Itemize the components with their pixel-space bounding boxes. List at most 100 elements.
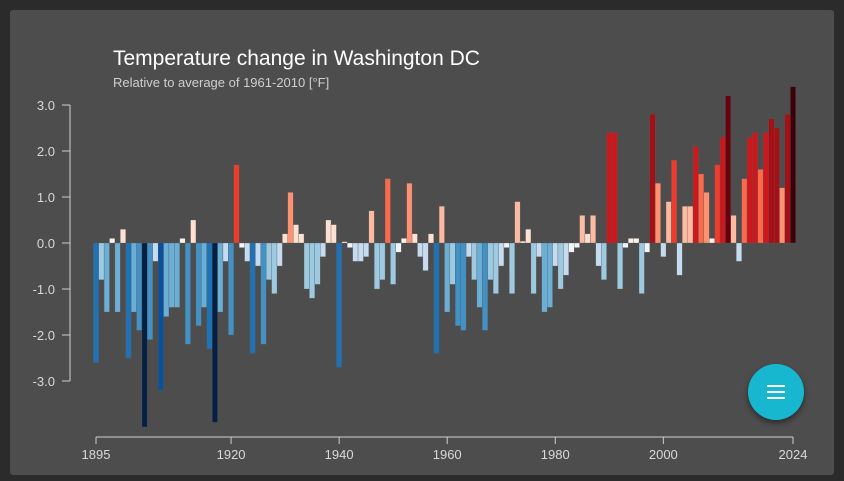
bar-1992 [617, 242, 623, 290]
bar-1995 [633, 238, 640, 244]
bar-1918 [217, 242, 224, 313]
menu-icon-line [767, 397, 785, 399]
bar-1917 [212, 242, 218, 423]
x-tick-label: 1920 [217, 447, 246, 462]
bar-2012 [725, 95, 732, 244]
bar-1945 [363, 242, 370, 257]
x-tick-label: 1895 [82, 447, 111, 462]
bar-2011 [719, 137, 726, 244]
bar-1994 [628, 238, 634, 244]
bar-1980 [552, 242, 559, 267]
bar-1916 [206, 242, 213, 349]
x-tick-label: 1940 [325, 447, 354, 462]
bar-1981 [557, 242, 564, 290]
bar-1939 [330, 224, 337, 244]
bar-2022 [779, 187, 786, 244]
bar-1931 [287, 192, 294, 244]
bar-2006 [692, 146, 699, 244]
bar-1959 [438, 206, 445, 244]
bar-2009 [709, 238, 715, 244]
bar-1998 [649, 114, 656, 244]
bar-1898 [109, 238, 116, 244]
bar-2008 [703, 192, 710, 244]
bar-1907 [157, 242, 164, 391]
bar-1940 [336, 242, 342, 368]
bar-1962 [455, 242, 461, 326]
bar-1944 [357, 242, 364, 262]
x-tick-label: 1960 [433, 447, 462, 462]
bar-1925 [255, 242, 261, 267]
y-tick-label: 2.0 [37, 144, 55, 159]
bar-1900 [120, 229, 126, 244]
bar-1933 [298, 233, 305, 244]
bar-1969 [492, 242, 499, 294]
bar-1957 [428, 233, 434, 244]
bar-2013 [730, 215, 737, 244]
y-tick-label: 0.0 [37, 236, 55, 251]
bar-1901 [125, 242, 132, 359]
bar-1968 [487, 242, 494, 280]
bar-1949 [384, 178, 391, 244]
y-tick-label: -2.0 [33, 328, 55, 343]
bar-1938 [325, 219, 332, 244]
bar-1999 [655, 183, 661, 244]
bar-1942 [347, 242, 353, 248]
bar-1961 [449, 242, 456, 285]
bar-1930 [282, 233, 288, 244]
bar-1977 [536, 242, 542, 257]
bar-1964 [465, 242, 472, 257]
bar-1982 [563, 242, 569, 276]
bar-1920 [228, 242, 234, 336]
bar-1991 [611, 132, 618, 244]
bar-1904 [141, 242, 148, 428]
bar-1970 [498, 242, 505, 267]
bar-1914 [195, 242, 202, 326]
bar-1983 [568, 242, 575, 253]
bar-1897 [103, 242, 110, 313]
bar-1971 [503, 242, 510, 248]
bar-1934 [303, 242, 310, 290]
bar-1936 [314, 242, 321, 285]
chart-subtitle: Relative to average of 1961-2010 [°F] [113, 75, 329, 90]
bar-2021 [773, 127, 780, 244]
bar-1988 [595, 242, 602, 267]
bar-1990 [606, 132, 613, 244]
bar-1966 [476, 242, 483, 308]
bar-1967 [482, 242, 488, 331]
bar-1947 [374, 242, 380, 290]
bar-1911 [179, 238, 186, 244]
bar-1899 [114, 242, 121, 313]
bar-1984 [574, 242, 580, 248]
bar-1948 [379, 242, 386, 280]
bar-1906 [152, 242, 159, 262]
y-tick-label: 1.0 [37, 190, 55, 205]
y-tick-label: -1.0 [33, 282, 55, 297]
bar-2016 [746, 137, 753, 244]
bar-2002 [671, 160, 677, 244]
bar-1929 [276, 242, 283, 267]
bar-2004 [682, 206, 688, 244]
bar-2023 [784, 114, 791, 244]
bar-1976 [530, 242, 537, 294]
y-tick-label: -3.0 [33, 374, 55, 389]
bar-2001 [665, 201, 672, 244]
bar-1985 [579, 215, 586, 244]
bar-1951 [395, 242, 402, 253]
bar-1915 [201, 242, 207, 308]
bar-1946 [368, 210, 375, 244]
bar-2017 [752, 132, 759, 244]
bar-1953 [406, 183, 413, 244]
bar-1997 [644, 242, 650, 253]
bar-1909 [168, 242, 175, 308]
chart-title: Temperature change in Washington DC [113, 47, 480, 70]
bar-1921 [233, 164, 240, 244]
bar-1987 [590, 215, 596, 244]
bar-2014 [736, 242, 742, 262]
bar-1973 [514, 201, 521, 244]
menu-fab-button[interactable] [748, 364, 804, 420]
bar-1986 [584, 233, 591, 244]
bar-1935 [309, 242, 315, 299]
bar-1974 [519, 241, 526, 244]
bar-1910 [174, 242, 180, 308]
